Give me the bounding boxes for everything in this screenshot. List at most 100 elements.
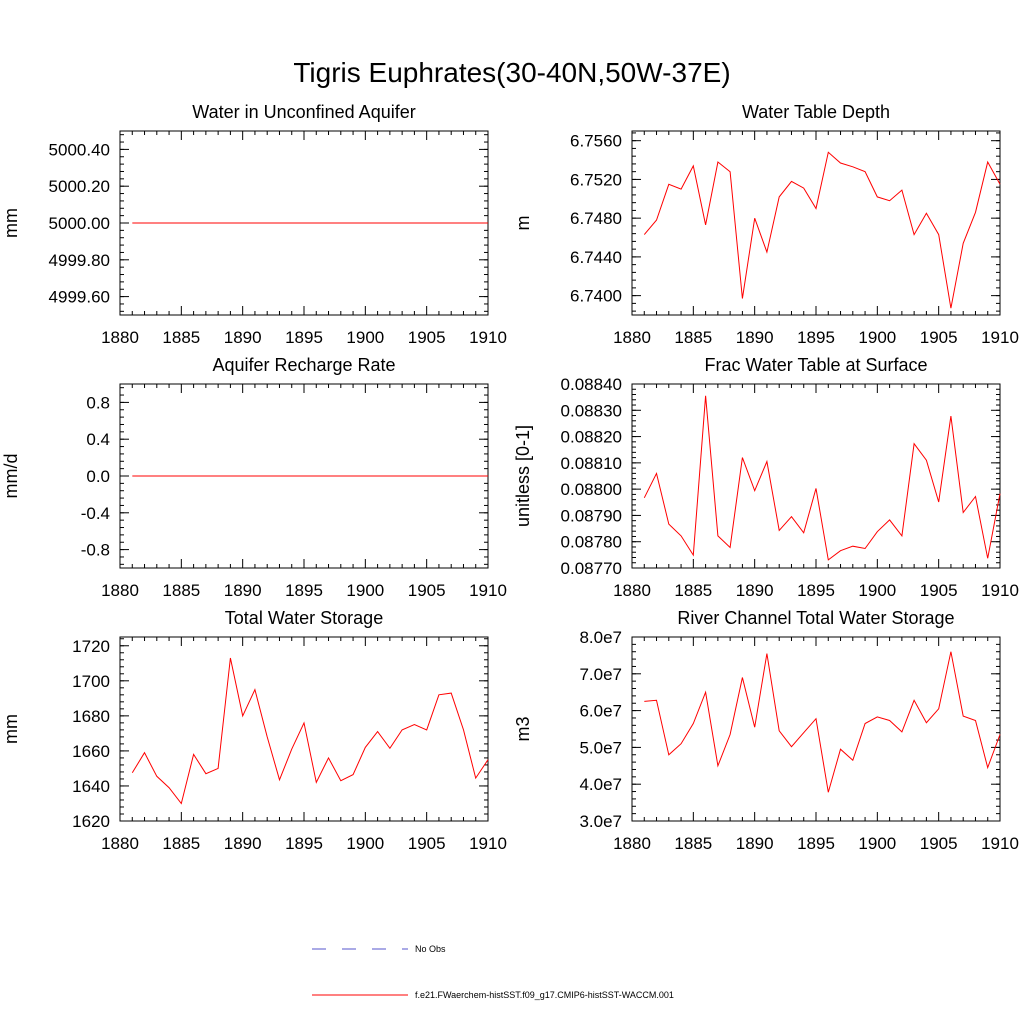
y-tick-label: 6.7520	[570, 170, 622, 189]
panel-title: Water Table Depth	[742, 102, 890, 122]
x-tick-label: 1890	[736, 834, 774, 853]
y-tick-label: 6.7400	[570, 287, 622, 306]
series-line	[643, 151, 1001, 309]
y-tick-label: 7.0e7	[579, 665, 622, 684]
x-tick-label: 1890	[224, 834, 262, 853]
x-tick-label: 1900	[858, 328, 896, 347]
panel-title: River Channel Total Water Storage	[677, 608, 954, 628]
panel-title: Aquifer Recharge Rate	[212, 355, 395, 375]
x-tick-label: 1900	[346, 581, 384, 600]
x-tick-label: 1885	[162, 328, 200, 347]
x-tick-label: 1895	[797, 328, 835, 347]
y-tick-label: 6.0e7	[579, 702, 622, 721]
x-tick-label: 1910	[469, 834, 507, 853]
x-tick-label: 1900	[346, 328, 384, 347]
x-tick-label: 1890	[224, 328, 262, 347]
chart-panel-6: River Channel Total Water Storage m3 1880 1…	[513, 608, 1019, 853]
y-tick-label: 6.7480	[570, 209, 622, 228]
y-tick-label: 1680	[72, 707, 110, 726]
series-line	[131, 657, 489, 805]
y-tick-label: 4999.80	[49, 251, 110, 270]
y-tick-label: 0.8	[86, 393, 110, 412]
x-tick-label: 1880	[613, 328, 651, 347]
x-tick-label: 1905	[920, 581, 958, 600]
legend-label-no-obs: No Obs	[415, 944, 446, 954]
series-line	[643, 395, 1001, 561]
y-tick-label: 0.08790	[561, 506, 622, 525]
x-tick-label: 1890	[736, 328, 774, 347]
x-tick-label: 1885	[162, 581, 200, 600]
x-tick-label: 1885	[674, 834, 712, 853]
x-tick-label: 1895	[285, 328, 323, 347]
y-tick-label: 1700	[72, 672, 110, 691]
x-tick-label: 1880	[613, 834, 651, 853]
y-tick-label: 0.08780	[561, 533, 622, 552]
y-tick-label: -0.4	[81, 504, 110, 523]
y-axis-label: mm	[1, 208, 21, 238]
x-tick-label: 1905	[408, 834, 446, 853]
x-tick-label: 1885	[674, 581, 712, 600]
plot-frame	[119, 636, 489, 822]
x-tick-label: 1880	[101, 328, 139, 347]
y-tick-label: 0.08830	[561, 401, 622, 420]
plot-frame	[631, 130, 1001, 316]
y-tick-label: 4999.60	[49, 288, 110, 307]
y-tick-label: 5.0e7	[579, 738, 622, 757]
y-tick-label: 0.08840	[561, 375, 622, 394]
y-tick-label: 0.08810	[561, 454, 622, 473]
y-tick-label: 0.08820	[561, 428, 622, 447]
y-tick-label: 1660	[72, 742, 110, 761]
x-tick-label: 1895	[285, 581, 323, 600]
x-tick-label: 1895	[285, 834, 323, 853]
y-tick-label: 1720	[72, 637, 110, 656]
panels-group: Water in Unconfined Aquifer mm 1880 1885 189…	[1, 102, 1019, 853]
chart-panel-2: Water Table Depth m 1880 1885 1890 1895 1900 19…	[513, 102, 1019, 347]
y-tick-label: 0.0	[86, 467, 110, 486]
x-tick-label: 1895	[797, 581, 835, 600]
y-tick-label: 3.0e7	[579, 812, 622, 831]
chart-panel-4: Frac Water Table at Surface unitless [0-1…	[513, 355, 1019, 600]
panel-title: Total Water Storage	[225, 608, 383, 628]
legend-label-model: f.e21.FWaerchem-histSST.f09_g17.CMIP6-hi…	[415, 990, 674, 1000]
y-axis-label: m3	[513, 716, 533, 741]
y-tick-label: 8.0e7	[579, 628, 622, 647]
x-tick-label: 1880	[101, 581, 139, 600]
y-tick-label: 5000.20	[49, 177, 110, 196]
chart-panel-1: Water in Unconfined Aquifer mm 1880 1885 189…	[1, 102, 507, 347]
y-tick-label: 5000.00	[49, 214, 110, 233]
figure-title: Tigris Euphrates(30-40N,50W-37E)	[293, 57, 730, 88]
x-tick-label: 1890	[224, 581, 262, 600]
panel-title: Frac Water Table at Surface	[704, 355, 927, 375]
x-tick-label: 1890	[736, 581, 774, 600]
y-tick-label: 4.0e7	[579, 775, 622, 794]
x-tick-label: 1910	[981, 581, 1019, 600]
panel-title: Water in Unconfined Aquifer	[192, 102, 415, 122]
x-tick-label: 1905	[408, 328, 446, 347]
y-axis-label: m	[513, 216, 533, 231]
y-tick-label: -0.8	[81, 541, 110, 560]
x-tick-label: 1895	[797, 834, 835, 853]
x-tick-label: 1910	[469, 581, 507, 600]
y-axis-label: mm	[1, 714, 21, 744]
y-tick-label: 1620	[72, 812, 110, 831]
y-tick-label: 6.7440	[570, 248, 622, 267]
plot-frame	[631, 636, 1001, 822]
x-tick-label: 1885	[674, 328, 712, 347]
plot-frame	[631, 383, 1001, 569]
x-tick-label: 1880	[613, 581, 651, 600]
x-tick-label: 1905	[920, 834, 958, 853]
legend: No Obs f.e21.FWaerchem-histSST.f09_g17.C…	[312, 944, 674, 1000]
y-tick-label: 5000.40	[49, 140, 110, 159]
chart-panel-5: Total Water Storage mm 1880 1885 1890 1895 190…	[1, 608, 507, 853]
y-tick-label: 6.7560	[570, 132, 622, 151]
y-axis-label: mm/d	[1, 454, 21, 499]
x-tick-label: 1900	[858, 834, 896, 853]
y-tick-label: 0.08770	[561, 559, 622, 578]
x-tick-label: 1910	[469, 328, 507, 347]
y-axis-label: unitless [0-1]	[513, 425, 533, 527]
chart-panel-3: Aquifer Recharge Rate mm/d 1880 1885 1890 189…	[1, 355, 507, 600]
x-tick-label: 1885	[162, 834, 200, 853]
x-tick-label: 1905	[920, 328, 958, 347]
x-tick-label: 1900	[346, 834, 384, 853]
